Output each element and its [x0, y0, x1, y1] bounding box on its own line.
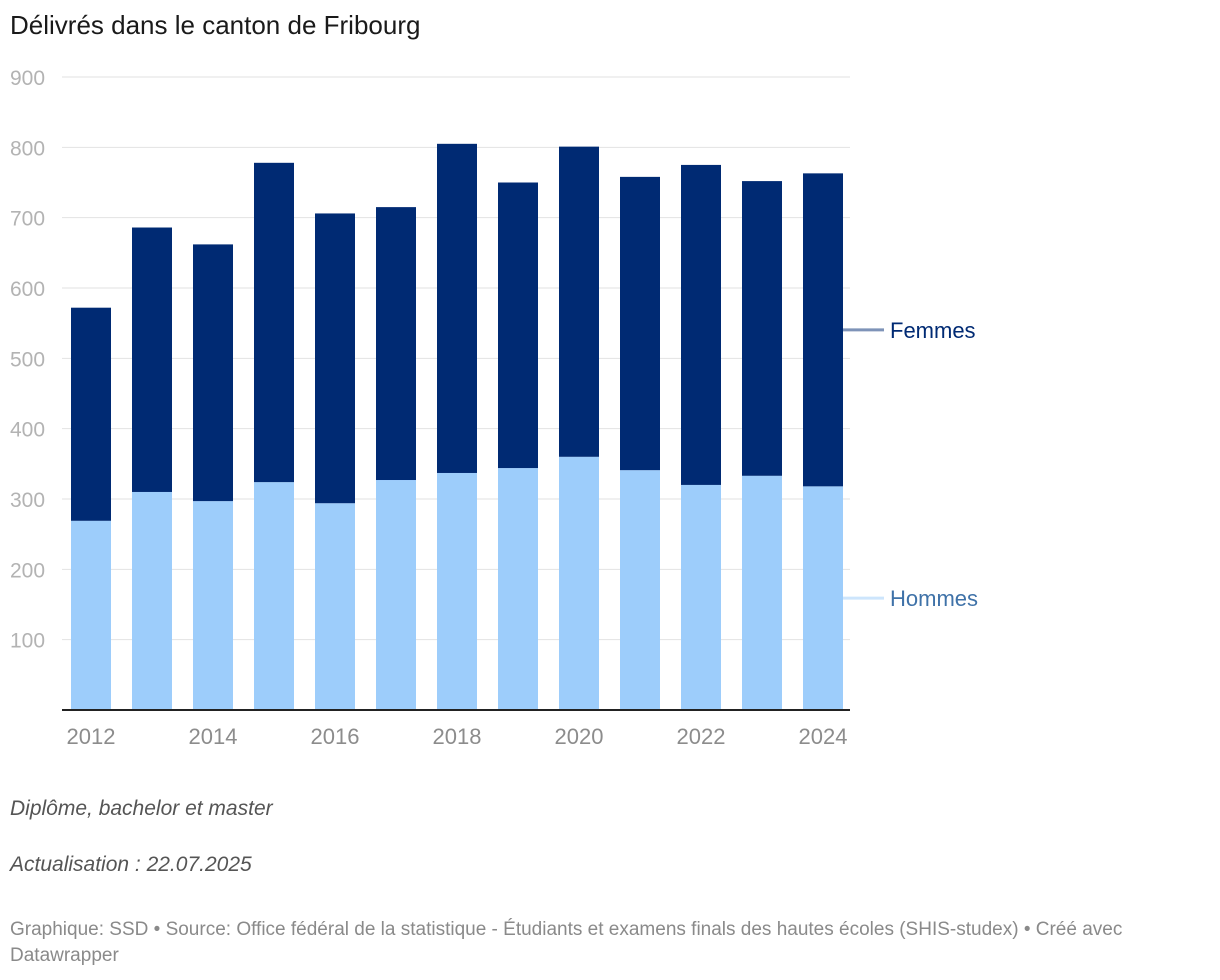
bar-hommes-2023 [742, 475, 782, 710]
x-tick-label-2016: 2016 [311, 724, 360, 749]
bar-hommes-2018 [437, 472, 477, 710]
y-tick-label-300: 300 [10, 489, 45, 512]
bar-femmes-2013 [132, 227, 172, 492]
chart-title: Délivrés dans le canton de Fribourg [10, 10, 421, 40]
y-tick-label-500: 500 [10, 348, 45, 371]
bar-hommes-2017 [376, 480, 416, 710]
bar-femmes-2019 [498, 182, 538, 469]
bar-femmes-2022 [681, 164, 721, 485]
y-tick-label-900: 900 [10, 67, 45, 90]
bar-hommes-2021 [620, 470, 660, 710]
y-tick-label-400: 400 [10, 419, 45, 442]
y-tick-label-200: 200 [10, 559, 45, 582]
note-update-date: Actualisation : 22.07.2025 [10, 853, 252, 876]
x-tick-label-2022: 2022 [677, 724, 726, 749]
y-tick-label-100: 100 [10, 630, 45, 653]
bar-femmes-2020 [559, 146, 599, 457]
legend-label-femmes: Femmes [890, 318, 976, 343]
legend-label-hommes: Hommes [890, 586, 978, 611]
bar-hommes-2019 [498, 468, 538, 710]
y-tick-label-600: 600 [10, 278, 45, 301]
bar-hommes-2013 [132, 491, 172, 710]
source-footer: Graphique: SSD • Source: Office fédéral … [10, 919, 1123, 966]
x-tick-label-2020: 2020 [555, 724, 604, 749]
x-tick-label-2018: 2018 [433, 724, 482, 749]
stacked-bar-chart: 100 200 300 400 500 600 700 800 900 2012 2014 2016 2… [10, 67, 978, 749]
bar-hommes-2024 [803, 486, 843, 710]
bar-hommes-2014 [193, 501, 233, 710]
bar-femmes-2016 [315, 213, 355, 504]
bar-femmes-2015 [254, 162, 294, 483]
x-tick-label-2012: 2012 [67, 724, 116, 749]
bar-femmes-2024 [803, 173, 843, 487]
bar-hommes-2012 [71, 520, 111, 710]
bar-hommes-2016 [315, 503, 355, 710]
x-tick-label-2024: 2024 [799, 724, 848, 749]
bar-hommes-2015 [254, 482, 294, 710]
bar-femmes-2023 [742, 181, 782, 476]
note-diploma-types: Diplôme, bachelor et master [10, 797, 273, 820]
bar-hommes-2020 [559, 456, 599, 710]
bar-femmes-2018 [437, 143, 477, 473]
y-tick-label-700: 700 [10, 208, 45, 231]
y-tick-label-800: 800 [10, 137, 45, 160]
bar-femmes-2021 [620, 176, 660, 471]
bar-femmes-2014 [193, 244, 233, 502]
bar-femmes-2012 [71, 307, 111, 521]
x-tick-label-2014: 2014 [189, 724, 238, 749]
bar-femmes-2017 [376, 207, 416, 481]
bar-hommes-2022 [681, 484, 721, 710]
